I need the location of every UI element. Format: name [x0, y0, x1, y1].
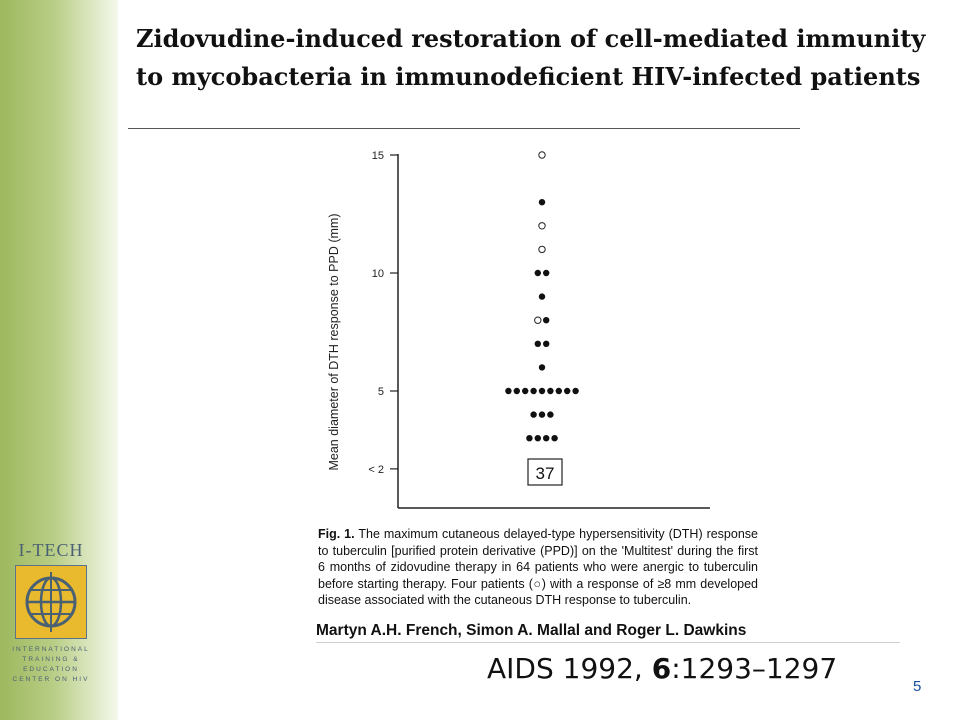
data-point-filled — [534, 340, 541, 347]
data-point-filled — [538, 293, 546, 300]
slide-title: Zidovudine-induced restoration of cell-m… — [136, 20, 926, 96]
figure-caption-text: The maximum cutaneous delayed-type hyper… — [318, 527, 758, 607]
slide-title-line-1: Zidovudine-induced restoration of cell-m… — [136, 24, 926, 53]
data-point-filled — [538, 387, 546, 395]
data-point-filled — [547, 387, 554, 395]
citation-journal: AIDS 1992, 6:1293–1297 — [487, 652, 837, 685]
logo-title: I-TECH — [18, 540, 84, 560]
y-tick-label: 5 — [378, 386, 384, 398]
data-point-filled — [538, 199, 546, 206]
chart-svg: 15 10 5 < 2 Mean diameter of DTH response t… — [327, 150, 710, 509]
citation-authors: Martyn A.H. French, Simon A. Mallal and … — [316, 622, 900, 642]
y-tick-label: 10 — [372, 268, 384, 280]
data-point-filled — [543, 340, 550, 347]
dth-scatter-chart: 15 10 5 < 2 Mean diameter of DTH response t… — [320, 140, 740, 520]
data-point-filled — [555, 387, 562, 395]
figure-caption: Fig. 1. The maximum cutaneous delayed-ty… — [318, 526, 758, 609]
data-point-filled — [534, 435, 541, 442]
data-point-open — [538, 151, 546, 159]
data-point-filled — [543, 269, 550, 277]
data-point-open — [538, 222, 546, 230]
y-axis-label: Mean diameter of DTH response to PPD (mm… — [327, 213, 341, 470]
data-point-filled — [551, 435, 558, 442]
data-point-filled — [543, 317, 550, 324]
logo-tagline: INTERNATIONAL TRAINING & EDUCATION CENTE… — [12, 646, 90, 683]
count-box — [527, 458, 563, 486]
journal-pages: :1293–1297 — [671, 652, 838, 685]
data-point-filled — [522, 387, 529, 395]
data-point-filled — [538, 364, 546, 371]
journal-volume: 6 — [651, 652, 672, 685]
data-point-open — [538, 245, 546, 254]
slide-title-line-2: to mycobacteria in immunodeficient HIV-i… — [136, 62, 921, 91]
itech-logo: I-TECH INTERNATIONAL TRAINING & EDUCATIO… — [8, 540, 94, 685]
y-tick-label: 15 — [372, 150, 384, 162]
count-label: 37 — [536, 464, 555, 483]
figure-label: Fig. 1. — [318, 527, 355, 541]
page-number: 5 — [913, 678, 922, 695]
data-point-filled — [534, 269, 541, 277]
y-tick-label: < 2 — [368, 464, 384, 476]
journal-prefix: AIDS 1992, — [487, 652, 652, 685]
data-point-filled — [505, 387, 512, 395]
data-point-filled — [564, 387, 571, 395]
data-point-filled — [530, 387, 537, 395]
data-point-filled — [538, 411, 546, 418]
globe-icon — [15, 565, 87, 639]
data-point-filled — [513, 387, 520, 395]
data-point-filled — [547, 411, 554, 418]
data-point-filled — [530, 411, 537, 418]
title-divider — [128, 128, 800, 129]
data-point-filled — [526, 435, 533, 442]
data-point-filled — [572, 387, 579, 395]
data-point-open — [534, 316, 542, 324]
data-point-filled — [543, 435, 550, 442]
